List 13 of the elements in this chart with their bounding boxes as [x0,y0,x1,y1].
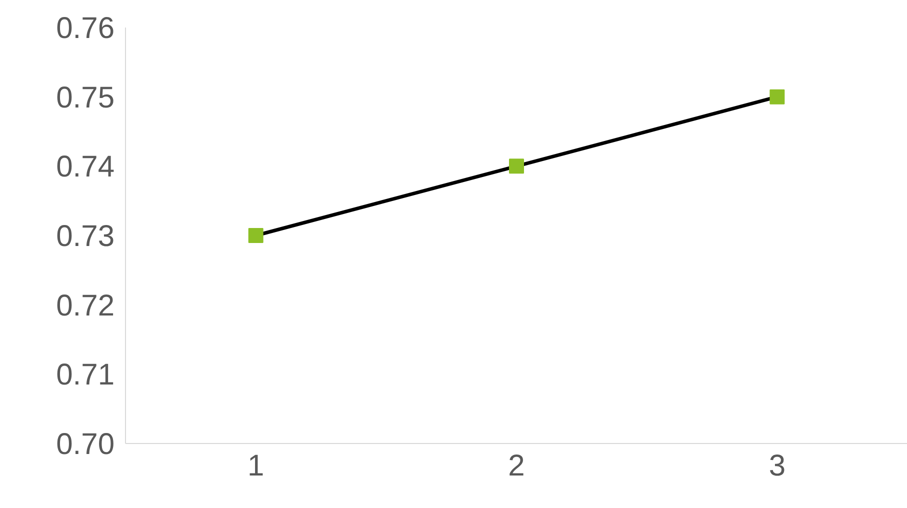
y-tick-label: 0.72 [56,289,114,322]
y-tick-label: 0.73 [56,220,114,253]
x-tick-label: 1 [247,450,264,482]
y-tick-label: 0.70 [56,428,114,461]
y-tick-label: 0.74 [56,150,114,184]
point [770,89,785,104]
y-tick-label: 0.71 [56,358,114,392]
x-tick-label: 2 [508,450,525,482]
x-tick-label: 3 [768,450,786,482]
point [509,158,524,174]
point [248,228,264,243]
y-tick-label: 0.76 [56,12,114,45]
y-tick-label: 0.75 [56,81,114,114]
